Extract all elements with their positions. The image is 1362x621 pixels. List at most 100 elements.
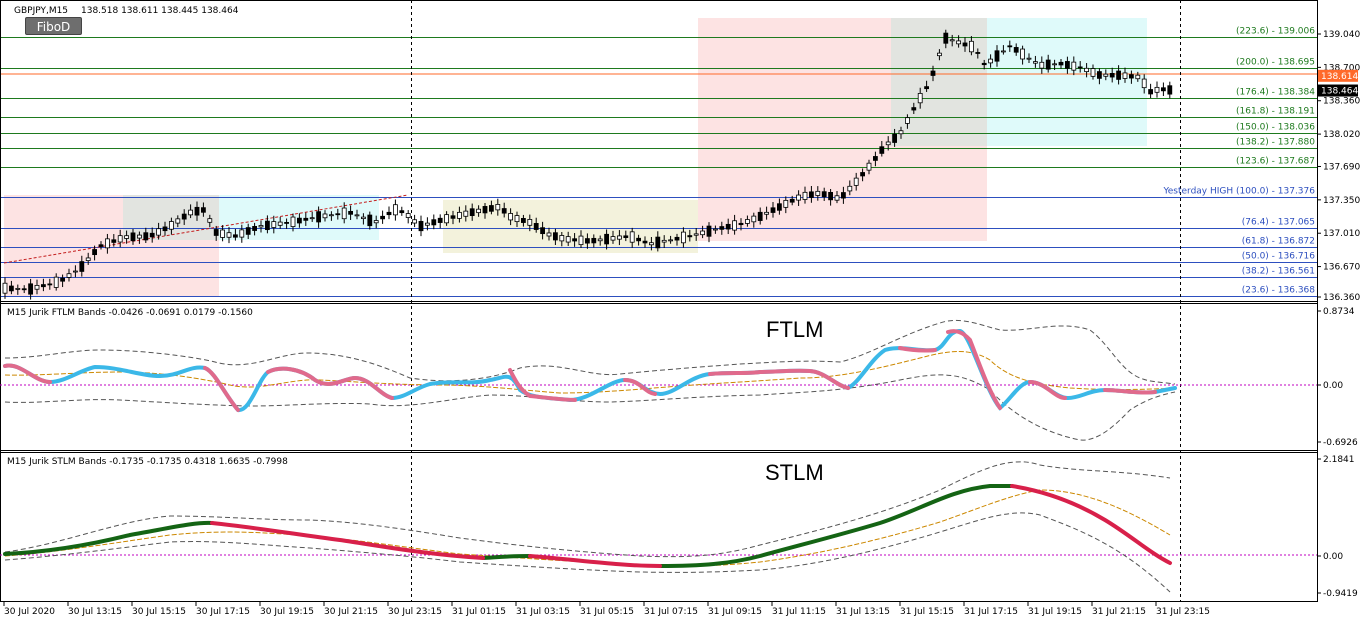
candle-body xyxy=(476,208,482,214)
candle-body xyxy=(316,211,322,223)
candle-body xyxy=(559,235,565,242)
candle-body xyxy=(60,277,65,282)
fib-label: (176.4) - 138.384 xyxy=(1236,88,1315,98)
candle-body xyxy=(34,284,40,290)
candle-body xyxy=(437,217,443,223)
candle-body xyxy=(207,218,213,223)
time-tick: 31 Jul 01:15 xyxy=(452,607,506,617)
ftlm-down-seg-2 xyxy=(203,366,240,412)
candle-body xyxy=(713,228,718,231)
candle-body xyxy=(463,210,469,217)
ftlm-down-seg-7 xyxy=(898,346,937,353)
candle-body xyxy=(1103,73,1109,77)
candle-body xyxy=(354,214,360,217)
candle-body xyxy=(220,229,226,238)
candle-body xyxy=(668,239,673,242)
fib-label: (138.2) - 137.880 xyxy=(1236,138,1315,148)
candle-body xyxy=(802,191,808,200)
candle-body xyxy=(392,204,398,216)
ftlm-down-seg-4 xyxy=(508,368,577,402)
candle-body xyxy=(1052,63,1057,66)
price-tags: 138.614 138.464 xyxy=(1318,69,1358,97)
candle-body xyxy=(348,210,354,215)
candle-body xyxy=(85,257,91,262)
candle-body xyxy=(578,235,584,246)
candle-body xyxy=(796,194,801,201)
candle-body xyxy=(335,213,341,216)
candle-body xyxy=(373,220,379,224)
ftlm-down-seg-8 xyxy=(946,329,1002,410)
candle-body xyxy=(501,208,507,214)
candle-body xyxy=(92,249,97,256)
candle-body xyxy=(636,237,641,242)
candle-body xyxy=(149,232,155,238)
candle-body xyxy=(994,50,1000,62)
time-tick: 30 Jul 21:15 xyxy=(324,607,378,617)
candle-body xyxy=(949,39,955,42)
time-tick: 30 Jul 2020 xyxy=(4,607,55,617)
candle-body xyxy=(661,239,667,243)
indicator-tick: -0.9419 xyxy=(1323,589,1358,599)
fibo-button[interactable]: FiboD xyxy=(25,17,82,35)
candle-body xyxy=(1058,61,1064,66)
candle-body xyxy=(1026,57,1032,60)
candle-body xyxy=(156,228,162,236)
candle-body xyxy=(738,222,744,226)
candle-body xyxy=(8,285,14,292)
candle-body xyxy=(1001,50,1006,53)
indicator-tick: 0.00 xyxy=(1323,381,1343,391)
candle-body xyxy=(1033,61,1038,64)
candle-body xyxy=(937,52,942,57)
candle-body xyxy=(745,219,750,224)
candle-body xyxy=(725,223,731,230)
candle-body xyxy=(1141,78,1147,89)
candle-body xyxy=(700,230,705,236)
ftlm-upper-band xyxy=(4,319,1176,385)
candle-body xyxy=(322,213,328,219)
candle-body xyxy=(456,211,462,219)
stlm-up-line xyxy=(3,484,1014,568)
candle-body xyxy=(1109,73,1115,78)
ftlm-signal-line xyxy=(4,351,1176,394)
candle-body xyxy=(1161,87,1166,92)
candle-body xyxy=(111,239,117,243)
candle-body xyxy=(655,236,661,249)
fib-label: (61.8) - 136.872 xyxy=(1242,237,1315,247)
candle-body xyxy=(898,130,904,135)
candle-body xyxy=(892,133,897,143)
candle-body xyxy=(917,93,923,104)
candle-body xyxy=(181,213,187,220)
candle-body xyxy=(617,235,622,240)
candle-body xyxy=(1065,61,1070,69)
candle-body xyxy=(930,70,936,76)
price-tick: 139.040 xyxy=(1323,30,1360,40)
candle-body xyxy=(610,236,616,241)
price-tick: 138.700 xyxy=(1323,63,1360,73)
indicator-tick: -0.6926 xyxy=(1323,438,1358,448)
candle-body xyxy=(975,52,981,54)
candle-body xyxy=(732,220,737,231)
candle-body xyxy=(981,62,987,66)
candle-body xyxy=(508,213,514,221)
candle-body xyxy=(21,288,27,291)
candle-body xyxy=(431,219,437,226)
candle-body xyxy=(1116,70,1121,80)
time-tick: 31 Jul 21:15 xyxy=(1092,607,1146,617)
candle-body xyxy=(296,217,302,224)
candle-body xyxy=(924,86,929,90)
candle-body xyxy=(828,191,833,201)
time-tick: 31 Jul 03:15 xyxy=(516,607,570,617)
candle-body xyxy=(309,217,315,220)
stlm-caption: M15 Jurik STLM Bands -0.1735 -0.1735 0.4… xyxy=(7,457,288,467)
ftlm-down-seg-5 xyxy=(623,378,657,396)
candle-body xyxy=(783,199,789,208)
candle-body xyxy=(533,223,539,230)
candle-body xyxy=(258,225,264,228)
stlm-title: STLM xyxy=(765,460,824,485)
candle-body xyxy=(847,185,853,192)
ftlm-down-seg-9 xyxy=(1028,380,1067,400)
candle-body xyxy=(693,233,699,236)
fib-label: (223.6) - 139.006 xyxy=(1236,27,1315,37)
candle-body xyxy=(521,218,526,223)
